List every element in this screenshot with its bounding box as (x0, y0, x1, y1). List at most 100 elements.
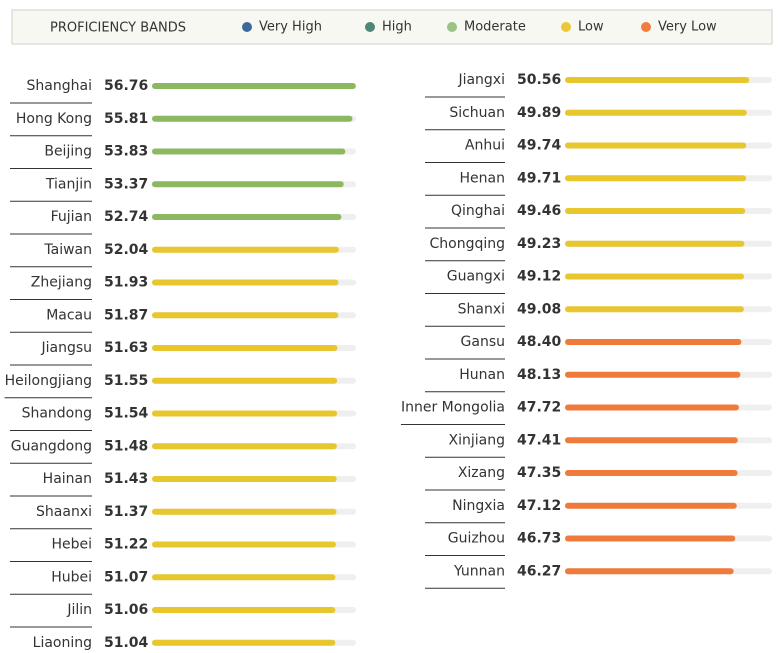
value-label: 49.23 (517, 236, 561, 252)
category-label: Hebei (51, 537, 92, 553)
value-label: 50.56 (517, 72, 561, 88)
bar (565, 339, 742, 345)
bar (565, 77, 750, 83)
legend-title: PROFICIENCY BANDS (50, 21, 186, 36)
category-label: Beijing (44, 144, 92, 160)
category-label: Qinghai (451, 203, 505, 219)
bar (152, 476, 337, 482)
value-label: 49.89 (517, 105, 561, 121)
value-label: 51.54 (104, 406, 149, 422)
value-label: 47.12 (517, 498, 561, 514)
category-label: Hunan (459, 367, 505, 383)
value-label: 49.08 (517, 301, 561, 317)
category-label: Jilin (66, 602, 92, 618)
value-label: 49.71 (517, 170, 561, 186)
category-label: Macau (46, 307, 92, 323)
value-label: 48.40 (517, 334, 562, 350)
category-label: Shandong (22, 406, 92, 422)
bar (152, 607, 336, 613)
category-label: Ningxia (452, 498, 505, 514)
bar (152, 246, 339, 253)
value-label: 51.22 (104, 537, 148, 553)
value-label: 51.63 (104, 340, 148, 356)
value-label: 51.55 (104, 373, 148, 389)
bar (152, 214, 342, 220)
bar (565, 240, 745, 247)
category-label: Hong Kong (16, 111, 92, 127)
bar (152, 410, 338, 417)
category-label: Tianjin (45, 176, 92, 192)
value-label: 53.37 (104, 176, 148, 192)
value-label: 51.48 (104, 438, 148, 454)
category-label: Liaoning (33, 635, 92, 651)
legend-marker (242, 22, 252, 32)
value-label: 52.04 (104, 242, 149, 258)
bar (565, 470, 738, 476)
legend-label: Moderate (464, 20, 526, 35)
value-label: 46.73 (517, 531, 561, 547)
bar (152, 115, 353, 122)
category-label: Inner Mongolia (401, 400, 505, 416)
value-label: 51.04 (104, 635, 149, 651)
category-label: Guizhou (448, 531, 505, 547)
category-label: Guangdong (11, 438, 92, 454)
bar (565, 437, 738, 444)
bar (152, 574, 336, 581)
bar (152, 377, 338, 384)
bar (565, 175, 747, 182)
category-label: Zhejiang (31, 275, 92, 291)
bar (565, 568, 734, 575)
value-label: 51.06 (104, 602, 148, 618)
bar (565, 306, 744, 313)
category-label: Jiangsu (40, 340, 92, 356)
value-label: 49.46 (517, 203, 561, 219)
category-label: Henan (460, 170, 505, 186)
bar (565, 109, 747, 116)
bar (152, 83, 356, 89)
category-label: Sichuan (449, 105, 505, 121)
category-label: Taiwan (43, 242, 92, 258)
category-label: Shaanxi (36, 504, 92, 520)
legend-label: Very Low (658, 20, 717, 35)
legend-marker (447, 22, 457, 32)
bar (565, 273, 745, 280)
bar (152, 181, 344, 188)
value-label: 51.37 (104, 504, 148, 520)
legend-marker (365, 22, 375, 32)
value-label: 46.27 (517, 563, 561, 579)
bar (565, 208, 746, 214)
bar (152, 639, 336, 646)
legend-label: Low (578, 20, 604, 35)
legend-marker (641, 22, 651, 32)
bar (565, 535, 736, 542)
bar (152, 279, 339, 286)
category-label: Guangxi (447, 269, 505, 285)
category-label: Hubei (51, 569, 92, 585)
category-label: Fujian (51, 209, 92, 225)
value-label: 49.12 (517, 269, 561, 285)
legend-label: Very High (259, 20, 322, 35)
category-label: Xinjiang (449, 432, 505, 448)
legend-marker (561, 22, 571, 32)
bar (152, 443, 337, 450)
value-label: 51.07 (104, 569, 148, 585)
category-label: Chongqing (429, 236, 505, 252)
bar (152, 312, 339, 319)
value-label: 47.72 (517, 400, 561, 416)
value-label: 55.81 (104, 111, 148, 127)
category-label: Anhui (465, 138, 505, 154)
value-label: 47.35 (517, 465, 561, 481)
value-label: 49.74 (517, 138, 562, 154)
bar (152, 148, 346, 155)
value-label: 52.74 (104, 209, 149, 225)
category-label: Gansu (461, 334, 505, 350)
bar (152, 541, 336, 548)
category-label: Jiangxi (457, 72, 505, 88)
bar (565, 502, 737, 509)
value-label: 56.76 (104, 78, 148, 94)
value-label: 48.13 (517, 367, 561, 383)
value-label: 51.93 (104, 275, 148, 291)
legend-label: High (382, 20, 412, 35)
category-label: Hainan (43, 471, 92, 487)
